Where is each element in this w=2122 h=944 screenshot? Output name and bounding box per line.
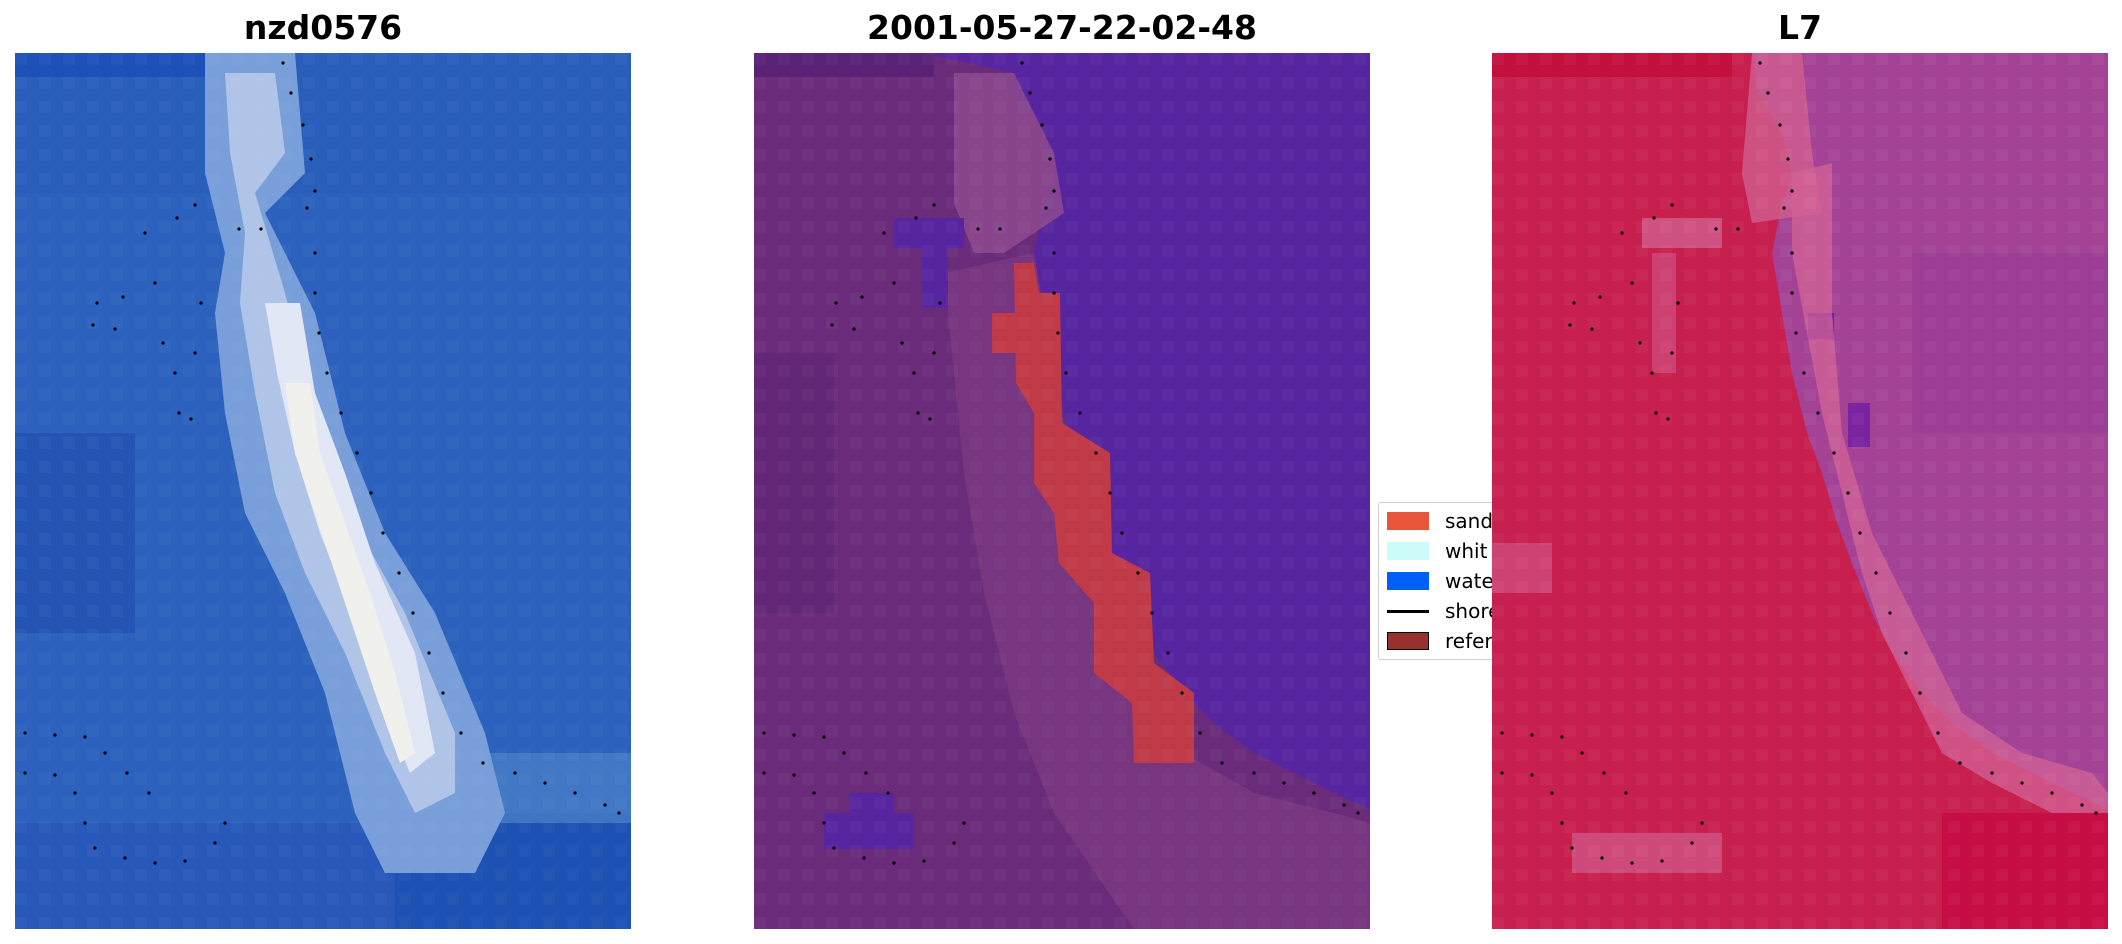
- legend-label-water: wate: [1445, 569, 1494, 593]
- legend-swatch-water: [1387, 572, 1429, 590]
- panel-title-classified: 2001-05-27-22-02-48: [867, 8, 1257, 47]
- panel-title-rgb: nzd0576: [243, 8, 403, 47]
- legend-swatch-whitewater: [1387, 542, 1429, 560]
- false-color-image: [1492, 53, 2108, 929]
- legend-swatch-reference: [1387, 632, 1429, 650]
- false-color-image-panel: [1492, 53, 2108, 929]
- classified-image-panel: [754, 53, 1370, 929]
- legend-item-sand: sand: [1387, 509, 1493, 533]
- panel-title-false-color: L7: [1778, 8, 1822, 47]
- legend-item-reference: refer: [1387, 629, 1493, 653]
- legend-item-shoreline: shore: [1387, 599, 1500, 623]
- legend-swatch-shoreline: [1387, 609, 1429, 613]
- classified-image: [754, 53, 1370, 929]
- legend-label-sand: sand: [1445, 509, 1494, 533]
- legend-swatch-sand: [1387, 512, 1429, 530]
- legend-item-whitewater: whit: [1387, 539, 1487, 563]
- legend: sand whit wate shore refer: [1378, 502, 1500, 660]
- legend-label-shoreline: shore: [1445, 599, 1501, 623]
- rgb-image: [15, 53, 631, 929]
- legend-item-water: wate: [1387, 569, 1494, 593]
- legend-label-whitewater: whit: [1445, 539, 1488, 563]
- legend-label-reference: refer: [1445, 629, 1493, 653]
- rgb-image-panel: [15, 53, 631, 929]
